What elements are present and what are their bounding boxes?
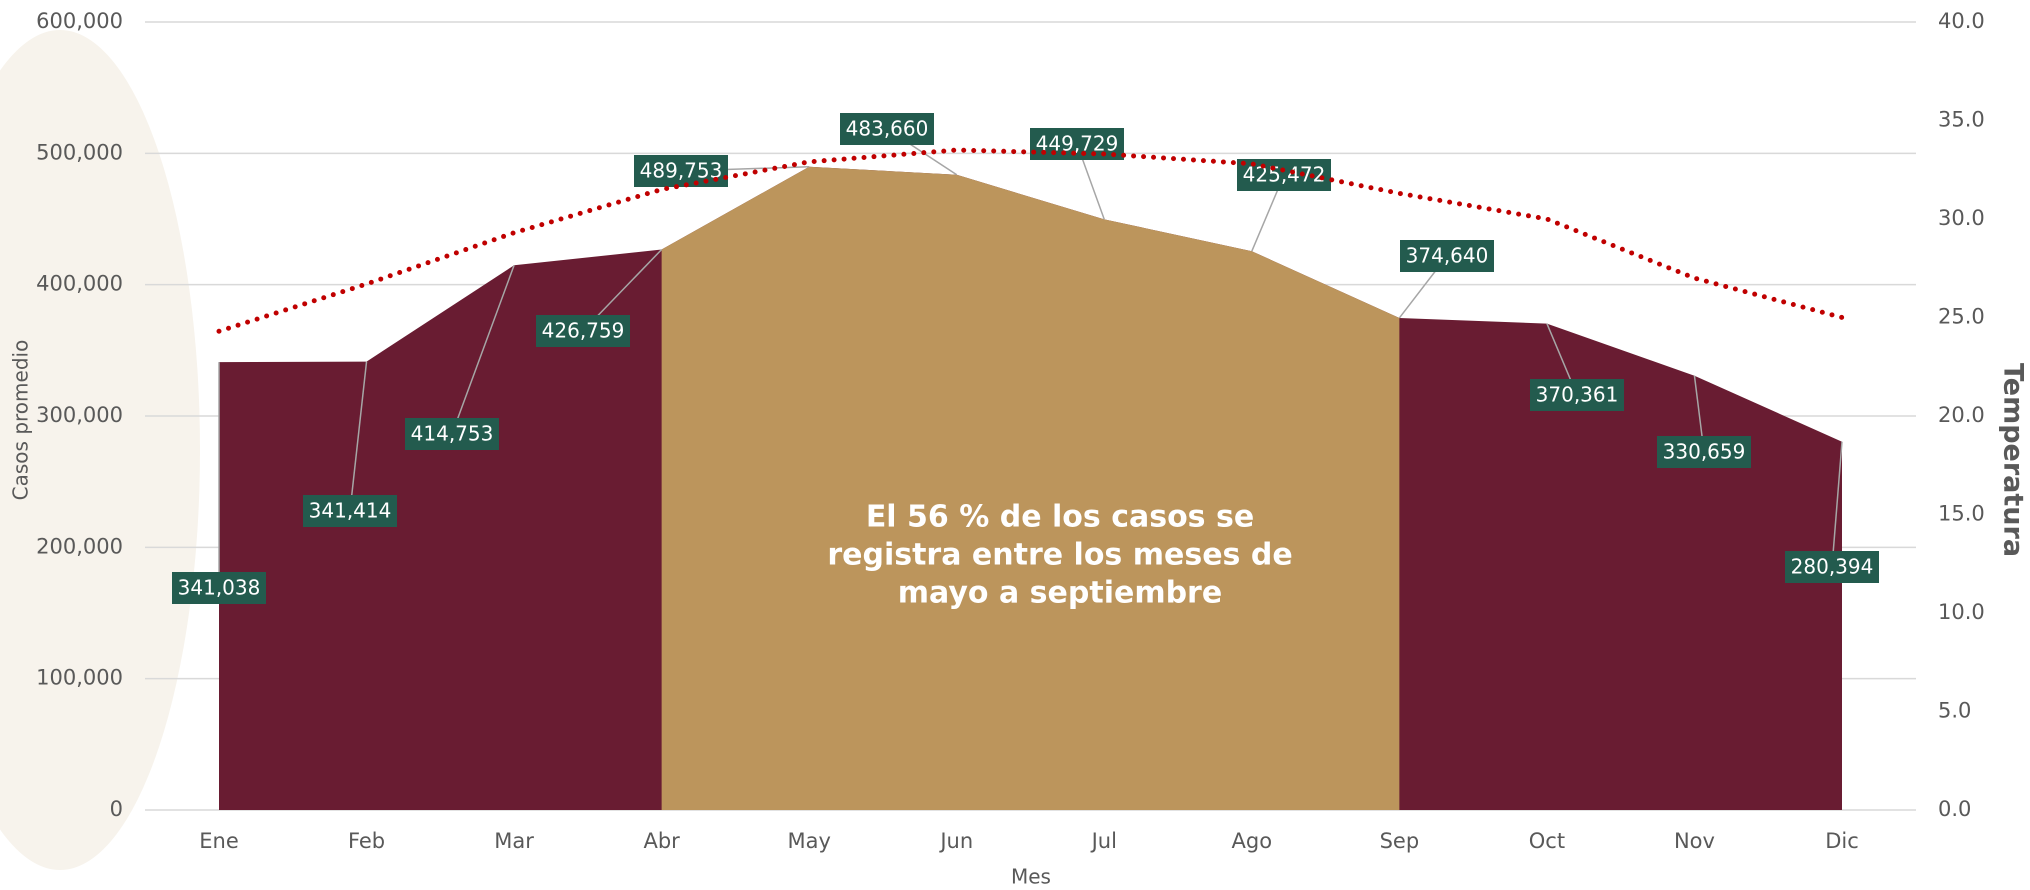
y2-tick-label: 10.0 — [1938, 600, 1985, 624]
y2-tick-label: 30.0 — [1938, 206, 1985, 230]
y-tick-label: 300,000 — [36, 403, 123, 427]
y-axis-title: Casos promedio — [9, 340, 33, 501]
y2-tick-label: 5.0 — [1938, 699, 1971, 723]
x-tick-label: Abr — [643, 829, 680, 853]
x-tick-label: Jun — [938, 829, 973, 853]
y2-axis-title: Temperatura — [1998, 363, 2029, 557]
y2-tick-label: 25.0 — [1938, 305, 1985, 329]
data-label: 370,361 — [1536, 383, 1619, 407]
annotation: mayo a septiembre — [898, 576, 1222, 611]
data-label: 341,414 — [309, 499, 392, 523]
y-tick-label: 600,000 — [36, 9, 123, 33]
data-label: 341,038 — [178, 576, 261, 600]
x-tick-label: Ene — [199, 829, 239, 853]
y2-tick-label: 35.0 — [1938, 108, 1985, 132]
data-label: 374,640 — [1406, 244, 1489, 268]
y2-tick-label: 0.0 — [1938, 797, 1971, 821]
data-label: 280,394 — [1791, 555, 1874, 579]
annotation: registra entre los meses de — [827, 538, 1292, 573]
y-tick-label: 500,000 — [36, 140, 123, 164]
x-axis-title: Mes — [1011, 865, 1051, 889]
y-tick-label: 200,000 — [36, 534, 123, 558]
x-tick-label: Mar — [494, 829, 534, 853]
x-tick-label: Sep — [1380, 829, 1420, 853]
data-label: 426,759 — [542, 319, 625, 343]
annotation: El 56 % de los casos se — [866, 500, 1254, 535]
data-label: 449,729 — [1036, 132, 1119, 156]
x-tick-label: May — [787, 829, 830, 853]
chart: Casos promedio Mes Temperatura 0 100,000 2… — [0, 0, 2030, 890]
data-label: 330,659 — [1663, 440, 1746, 464]
y-tick-label: 100,000 — [36, 666, 123, 690]
x-tick-label: Feb — [348, 829, 385, 853]
y-tick-label: 0 — [110, 797, 123, 821]
x-tick-label: Nov — [1674, 829, 1715, 853]
x-tick-label: Dic — [1825, 829, 1859, 853]
y2-tick-label: 20.0 — [1938, 403, 1985, 427]
x-tick-label: Ago — [1232, 829, 1273, 853]
data-label: 489,753 — [640, 159, 723, 183]
y2-tick-label: 40.0 — [1938, 9, 1985, 33]
data-label: 483,660 — [846, 117, 929, 141]
x-tick-label: Oct — [1529, 829, 1565, 853]
x-tick-label: Jul — [1090, 829, 1117, 853]
y2-tick-label: 15.0 — [1938, 502, 1985, 526]
highlight-area — [662, 167, 1400, 810]
data-label: 414,753 — [411, 422, 494, 446]
y-tick-label: 400,000 — [36, 272, 123, 296]
